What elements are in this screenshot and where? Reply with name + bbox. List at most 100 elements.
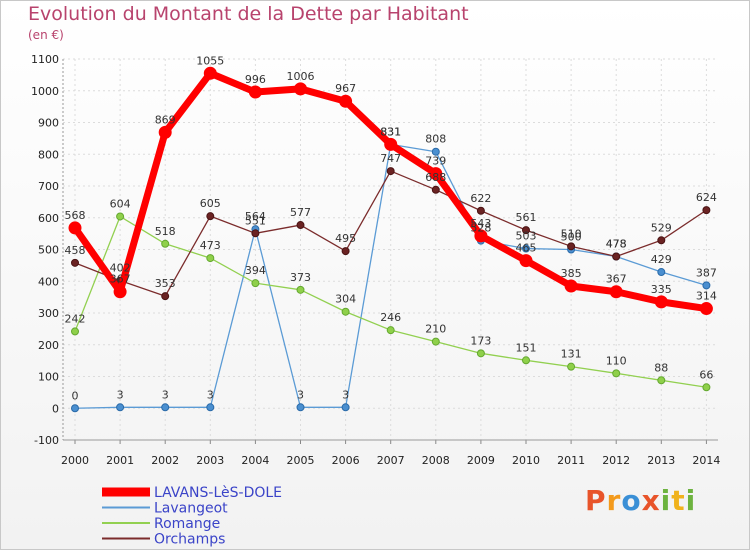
data-label: 465 [516,242,537,255]
unit-label: (en €) [28,28,64,42]
data-label: 495 [335,232,356,245]
data-point [294,82,307,96]
data-point [702,206,711,215]
legend-label: Lavangeot [154,501,228,517]
data-label: 622 [470,192,491,205]
data-point [158,125,172,139]
data-point [341,403,350,412]
data-label: 429 [651,253,672,266]
x-tick-label: 2000 [61,454,89,467]
data-label: 385 [561,267,582,280]
data-label: 831 [380,125,401,138]
axes: -100010020030040050060070080090010001100… [31,53,720,467]
data-point [206,212,215,221]
x-tick-label: 2012 [602,454,630,467]
data-point [71,404,79,413]
data-label: 3 [117,388,124,401]
data-label: 500 [561,231,582,244]
data-point [612,252,621,261]
y-tick-label: 100 [38,371,59,384]
data-label: 529 [651,221,672,234]
data-point [522,244,530,253]
data-label: 869 [155,113,176,126]
data-label: 3 [207,388,214,401]
data-label: 131 [561,348,582,361]
logo-letter: x [641,484,661,517]
data-label: 561 [516,211,537,224]
data-label: 304 [335,293,356,306]
logo-letter: i [660,484,672,517]
data-label: 510 [561,227,582,240]
data-label: 688 [425,171,446,184]
logo-letter: r [606,484,622,517]
data-point [612,369,621,378]
data-label: 624 [696,191,717,204]
data-label: 518 [155,225,176,238]
data-label: 110 [606,354,627,367]
data-label: 367 [606,273,627,286]
data-label: 246 [380,311,401,324]
logo-letter: i [685,484,697,517]
data-label: 605 [200,197,221,210]
data-label: 394 [245,264,266,277]
data-point [251,279,260,288]
data-point [702,281,711,290]
data-label: 3 [297,388,304,401]
y-tick-label: 200 [38,339,59,352]
data-label: 458 [65,244,86,257]
data-label: 543 [470,217,491,230]
x-tick-label: 2008 [422,454,450,467]
data-label: 335 [651,283,672,296]
data-label: 173 [470,334,491,347]
data-label: 739 [425,155,446,168]
series-lines [68,66,713,413]
data-label: 373 [290,271,311,284]
y-tick-label: 500 [38,244,59,257]
data-label: 353 [155,277,176,290]
x-tick-label: 2006 [332,454,360,467]
data-label: 473 [200,239,221,252]
data-label: 242 [65,312,86,325]
x-tick-label: 2003 [196,454,224,467]
chart-title: Evolution du Montant de la Dette par Hab… [28,3,469,25]
data-point [567,362,576,371]
data-point [206,403,215,412]
data-point [474,229,488,243]
y-tick-label: 1000 [31,85,59,98]
data-point [654,295,668,309]
data-label: 478 [606,237,627,250]
data-point [567,242,576,251]
x-tick-label: 2001 [106,454,134,467]
data-point [341,307,350,316]
data-point [431,185,440,194]
x-tick-label: 2013 [647,454,675,467]
logo-letter: P [585,484,607,517]
data-label: 551 [245,214,266,227]
data-label: 577 [290,206,311,219]
series-romange [71,212,711,392]
data-point [657,376,666,385]
data-label: 808 [425,133,446,146]
data-point [296,403,305,412]
logo-letter: o [621,484,642,517]
data-label: 478 [606,237,627,250]
x-tick-label: 2005 [287,454,315,467]
data-point [161,403,170,412]
data-label: 210 [425,323,446,336]
data-label: 314 [696,290,717,303]
data-label: 151 [516,341,537,354]
legend-label: LAVANS-LèS-DOLE [154,485,282,501]
data-label: 1055 [196,54,224,67]
data-point [519,254,533,268]
data-point [161,239,170,248]
data-label: 747 [380,152,401,165]
data-point [522,356,530,365]
data-label: 367 [110,273,131,286]
data-label: 0 [72,389,79,402]
data-point [384,137,398,151]
grid [63,58,718,441]
data-point [702,383,711,392]
y-tick-label: 900 [38,117,59,130]
x-tick-label: 2004 [241,454,269,467]
